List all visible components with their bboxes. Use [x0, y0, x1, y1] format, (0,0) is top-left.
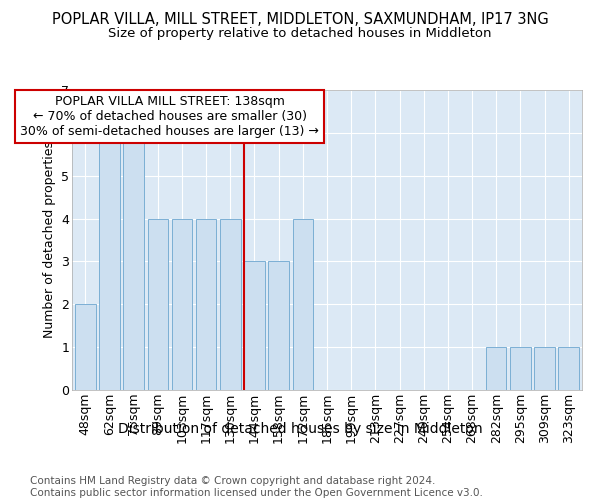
Bar [268, 262, 289, 390]
Bar [196, 218, 217, 390]
Y-axis label: Number of detached properties: Number of detached properties [43, 142, 56, 338]
Bar [559, 347, 579, 390]
Text: Contains HM Land Registry data © Crown copyright and database right 2024.
Contai: Contains HM Land Registry data © Crown c… [30, 476, 483, 498]
Text: Size of property relative to detached houses in Middleton: Size of property relative to detached ho… [108, 28, 492, 40]
Bar [510, 347, 530, 390]
Bar [172, 218, 192, 390]
Bar [534, 347, 555, 390]
Bar [244, 262, 265, 390]
Text: POPLAR VILLA, MILL STREET, MIDDLETON, SAXMUNDHAM, IP17 3NG: POPLAR VILLA, MILL STREET, MIDDLETON, SA… [52, 12, 548, 28]
Bar [75, 304, 95, 390]
Bar [99, 133, 120, 390]
Bar [124, 133, 144, 390]
Bar [486, 347, 506, 390]
Text: POPLAR VILLA MILL STREET: 138sqm
← 70% of detached houses are smaller (30)
30% o: POPLAR VILLA MILL STREET: 138sqm ← 70% o… [20, 95, 319, 138]
Bar [293, 218, 313, 390]
Bar [148, 218, 168, 390]
Bar [220, 218, 241, 390]
Text: Distribution of detached houses by size in Middleton: Distribution of detached houses by size … [118, 422, 482, 436]
